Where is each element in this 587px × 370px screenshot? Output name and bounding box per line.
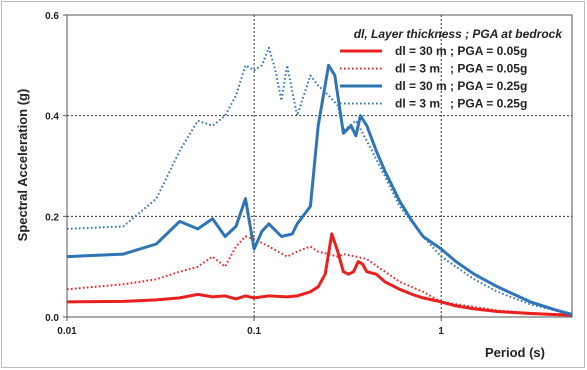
- series-layer: [66, 46, 573, 317]
- series-line-3: [66, 63, 573, 316]
- y-axis-title: Spectral Acceleration (g): [15, 89, 30, 242]
- series-line-4: [66, 46, 573, 316]
- series-line-1: [66, 232, 573, 317]
- legend-title: dl, Layer thickness ; PGA at bedrock: [354, 27, 564, 41]
- axis-layer: 0.0 0.2 0.4 0.6 0.01 0.1 1: [45, 11, 573, 337]
- legend-label-4: dl = 3 m ; PGA = 0.25g: [395, 97, 527, 111]
- legend-label-1: dl = 30 m ; PGA = 0.05g: [395, 44, 527, 58]
- y-tick-label: 0.0: [45, 313, 59, 324]
- y-tick-label: 0.6: [45, 11, 59, 22]
- legend-label-3: dl = 30 m ; PGA = 0.25g: [395, 79, 527, 93]
- y-tick-label: 0.4: [45, 112, 59, 123]
- x-tick-label: 0.01: [57, 326, 77, 337]
- x-tick-label: 1: [438, 326, 444, 337]
- legend: dl, Layer thickness ; PGA at bedrock dl …: [340, 27, 563, 111]
- x-axis-title: Period (s): [485, 345, 545, 360]
- series-line-2: [66, 235, 573, 316]
- x-tick-label: 0.1: [247, 326, 261, 337]
- legend-label-2: dl = 3 m ; PGA = 0.05g: [395, 62, 527, 76]
- y-tick-label: 0.2: [45, 212, 59, 223]
- plot-area-frame: [66, 14, 573, 318]
- grid-layer: [67, 15, 572, 317]
